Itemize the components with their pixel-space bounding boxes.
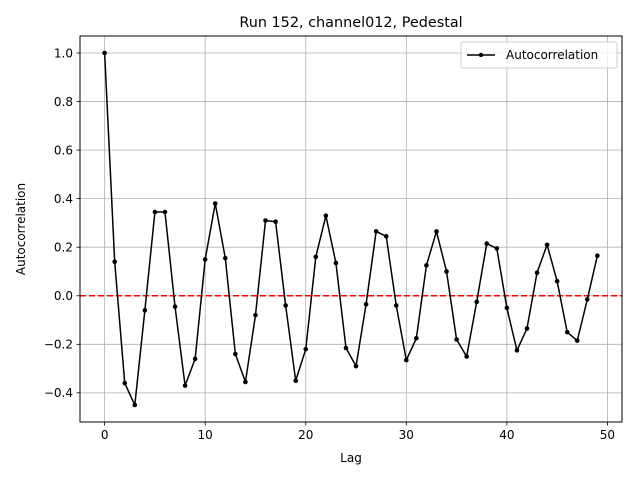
data-point [554, 278, 560, 284]
x-axis: 0 10 20 30 40 50 [101, 422, 615, 442]
data-point [585, 297, 590, 302]
data-point [464, 354, 469, 359]
x-tick-label: 50 [600, 428, 615, 442]
data-point [182, 383, 188, 388]
data-point [162, 209, 168, 215]
data-point [595, 253, 600, 259]
data-point [323, 213, 329, 218]
data-point [534, 270, 540, 275]
data-point [474, 299, 479, 305]
data-point [293, 378, 298, 384]
chart-title: Run 152, channel012, Pedestal [239, 15, 462, 31]
y-tick-label: 0.2 [54, 241, 73, 255]
data-point [273, 219, 278, 225]
data-point [574, 338, 580, 343]
data-point [132, 402, 138, 408]
data-point [343, 345, 349, 351]
y-tick-label: 0.4 [54, 192, 73, 206]
y-tick-label: 0.0 [54, 289, 73, 303]
data-point [192, 356, 198, 362]
grid-lines [80, 36, 622, 422]
data-point [223, 255, 228, 261]
data-point [112, 259, 117, 265]
y-axis-label: Autocorrelation [14, 183, 28, 275]
data-point [393, 303, 399, 308]
data-point [544, 242, 550, 248]
y-tick-label: −0.4 [44, 386, 73, 400]
data-point [122, 380, 128, 386]
data-point [253, 312, 258, 318]
y-tick-label: 0.8 [54, 95, 73, 109]
data-point [303, 346, 309, 352]
data-point [373, 229, 379, 234]
data-point [212, 201, 218, 206]
data-point [353, 363, 359, 369]
data-point [333, 260, 339, 266]
data-point [243, 379, 248, 385]
data-point [283, 303, 288, 308]
data-point [263, 218, 268, 223]
x-tick-label: 40 [499, 428, 514, 442]
x-tick-label: 30 [399, 428, 414, 442]
series-layer [102, 50, 600, 408]
y-tick-label: 0.6 [54, 143, 73, 157]
y-tick-label: −0.2 [44, 338, 73, 352]
data-point [504, 305, 510, 311]
series-line [103, 52, 599, 406]
data-point [233, 351, 238, 357]
data-point [514, 348, 520, 353]
data-point [202, 257, 208, 262]
y-tick-label: 1.0 [54, 46, 73, 60]
data-point [383, 233, 389, 239]
legend: Autocorrelation [460, 41, 618, 69]
data-point [434, 229, 439, 234]
data-point [484, 241, 490, 246]
legend-label: Autocorrelation [506, 48, 598, 62]
data-point [454, 337, 459, 342]
x-tick-label: 0 [101, 428, 109, 442]
data-point [414, 335, 419, 341]
data-point [564, 329, 570, 335]
data-point [424, 263, 429, 268]
legend-marker-swatch [478, 52, 484, 58]
data-point [102, 50, 107, 56]
plot-frame [79, 35, 623, 423]
data-point [524, 326, 530, 331]
data-point [313, 254, 319, 260]
data-point [363, 301, 369, 307]
data-point [494, 246, 500, 251]
legend-box [460, 41, 618, 69]
data-point [142, 308, 148, 313]
data-point [444, 269, 449, 274]
x-tick-label: 10 [198, 428, 213, 442]
data-point [404, 357, 409, 363]
x-tick-label: 20 [298, 428, 313, 442]
data-point [172, 304, 178, 309]
data-point [152, 209, 158, 215]
y-axis: −0.4 −0.2 0.0 0.2 0.4 0.6 0.8 1.0 [44, 46, 80, 400]
x-axis-label: Lag [340, 451, 362, 465]
